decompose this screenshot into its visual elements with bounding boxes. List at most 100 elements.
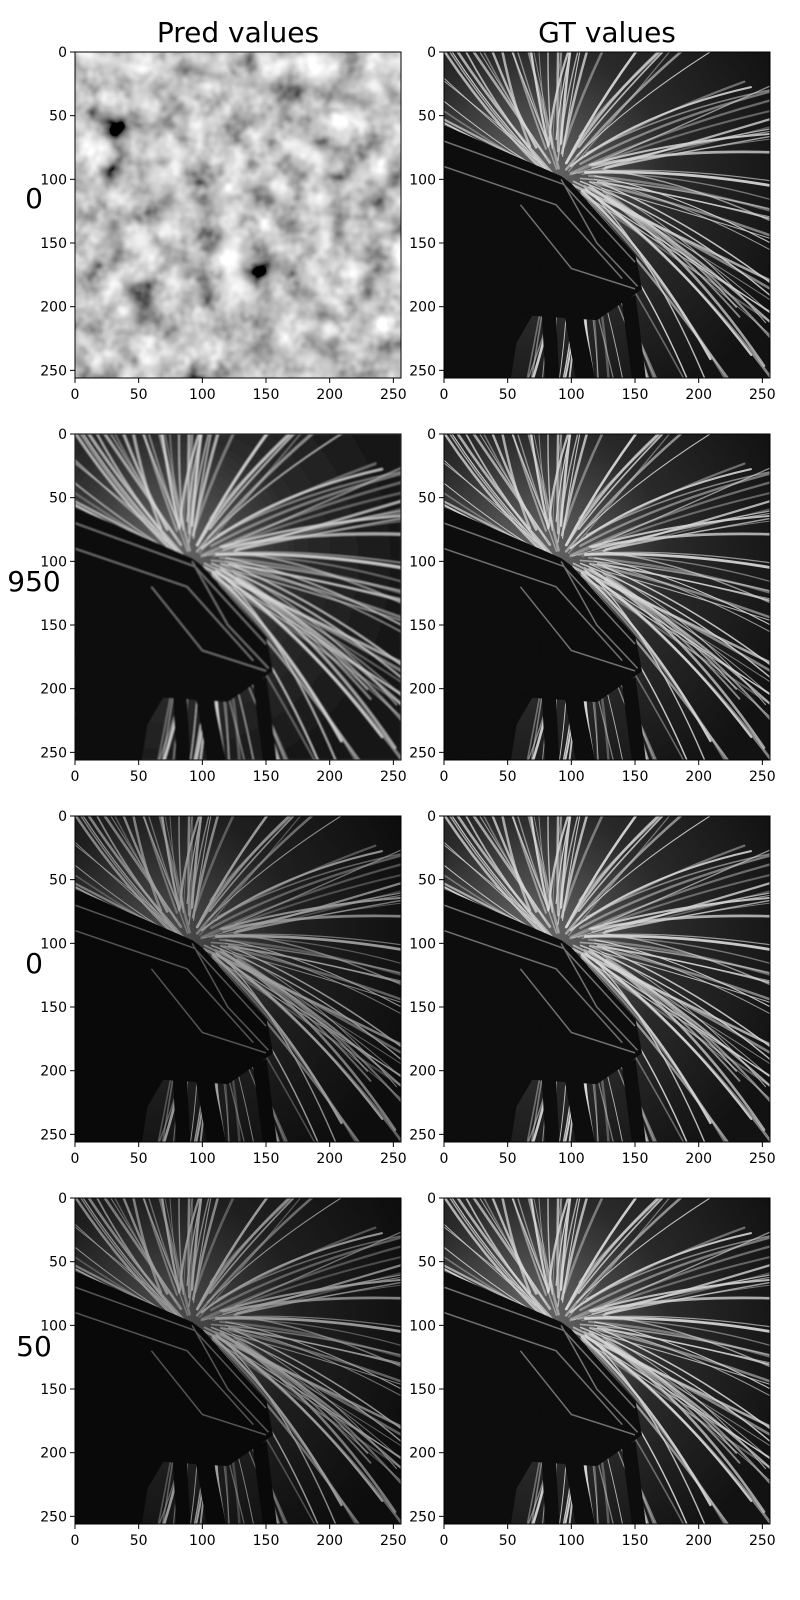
x-tick-label: 200 [685,1533,712,1549]
y-tick-label: 200 [40,1064,67,1080]
x-tick-label: 250 [749,1151,776,1167]
panel-image [75,52,401,378]
x-tick-label: 50 [499,769,517,785]
x-tick-label: 50 [499,1533,517,1549]
y-tick-label: 250 [40,1509,67,1525]
x-tick-label: 200 [685,1151,712,1167]
y-tick-label: 250 [40,1127,67,1143]
y-tick-label: 100 [40,554,67,570]
y-tick-label: 200 [40,1446,67,1462]
row-label-1: 0 [25,182,43,215]
y-tick-label: 100 [409,936,436,952]
y-tick-label: 200 [409,300,436,316]
y-tick-label: 50 [49,491,67,507]
y-tick-label: 100 [40,172,67,188]
x-tick-label: 200 [685,387,712,403]
x-tick-label: 50 [499,1151,517,1167]
row-label-2: 950 [7,565,60,598]
x-tick-label: 150 [622,1151,649,1167]
axes-frame [443,51,771,379]
x-tick-label: 100 [189,769,216,785]
y-tick-label: 250 [40,363,67,379]
x-tick-label: 150 [622,1533,649,1549]
y-tick-label: 200 [409,682,436,698]
x-tick-label: 0 [440,1151,449,1167]
y-tick-label: 50 [418,109,436,125]
x-tick-label: 0 [71,769,80,785]
y-tick-label: 150 [409,1000,436,1016]
y-tick-label: 50 [418,491,436,507]
y-tick-label: 200 [409,1064,436,1080]
y-tick-label: 0 [58,45,67,61]
x-tick-label: 0 [71,1151,80,1167]
y-tick-label: 0 [427,809,436,825]
x-tick-label: 50 [130,1533,148,1549]
axes-frame [74,433,402,761]
y-tick-label: 50 [418,873,436,889]
axes-frame [443,815,771,1143]
row-label-3: 0 [25,947,43,980]
y-tick-label: 150 [409,1382,436,1398]
axes-frame [74,815,402,1143]
x-tick-label: 250 [749,387,776,403]
y-tick-label: 0 [58,809,67,825]
x-tick-label: 0 [440,769,449,785]
y-tick-label: 150 [40,618,67,634]
x-tick-label: 200 [685,769,712,785]
y-tick-label: 250 [409,363,436,379]
x-tick-label: 0 [440,387,449,403]
x-tick-label: 150 [622,387,649,403]
x-tick-label: 50 [130,1151,148,1167]
y-tick-label: 100 [40,936,67,952]
x-tick-label: 50 [130,387,148,403]
x-tick-label: 50 [130,769,148,785]
x-tick-label: 250 [380,387,407,403]
x-tick-label: 100 [558,1533,585,1549]
y-tick-label: 0 [427,427,436,443]
y-tick-label: 250 [409,1509,436,1525]
column-title-gt: GT values [538,16,676,49]
panel-image [75,1198,401,1524]
x-tick-label: 250 [380,1151,407,1167]
x-tick-label: 0 [71,387,80,403]
y-tick-label: 150 [409,618,436,634]
axes-frame [443,433,771,761]
x-tick-label: 0 [440,1533,449,1549]
x-tick-label: 150 [253,1151,280,1167]
y-tick-label: 200 [40,682,67,698]
y-tick-label: 100 [409,554,436,570]
y-tick-label: 100 [409,1318,436,1334]
y-tick-label: 150 [409,236,436,252]
x-tick-label: 200 [316,1533,343,1549]
x-tick-label: 100 [558,387,585,403]
x-tick-label: 150 [253,1533,280,1549]
x-tick-label: 200 [316,769,343,785]
y-tick-label: 0 [427,1191,436,1207]
x-tick-label: 100 [189,1533,216,1549]
y-tick-label: 250 [40,745,67,761]
x-tick-label: 200 [316,1151,343,1167]
x-tick-label: 250 [380,1533,407,1549]
x-tick-label: 0 [71,1533,80,1549]
x-tick-label: 100 [558,769,585,785]
x-tick-label: 250 [749,1533,776,1549]
y-tick-label: 0 [427,45,436,61]
column-title-pred: Pred values [157,16,319,49]
y-tick-label: 50 [49,109,67,125]
x-tick-label: 100 [558,1151,585,1167]
x-tick-label: 150 [622,769,649,785]
axes-frame [74,1197,402,1525]
x-tick-label: 250 [380,769,407,785]
y-tick-label: 50 [49,873,67,889]
y-tick-label: 0 [58,427,67,443]
y-tick-label: 100 [409,172,436,188]
axes-frame [74,51,402,379]
